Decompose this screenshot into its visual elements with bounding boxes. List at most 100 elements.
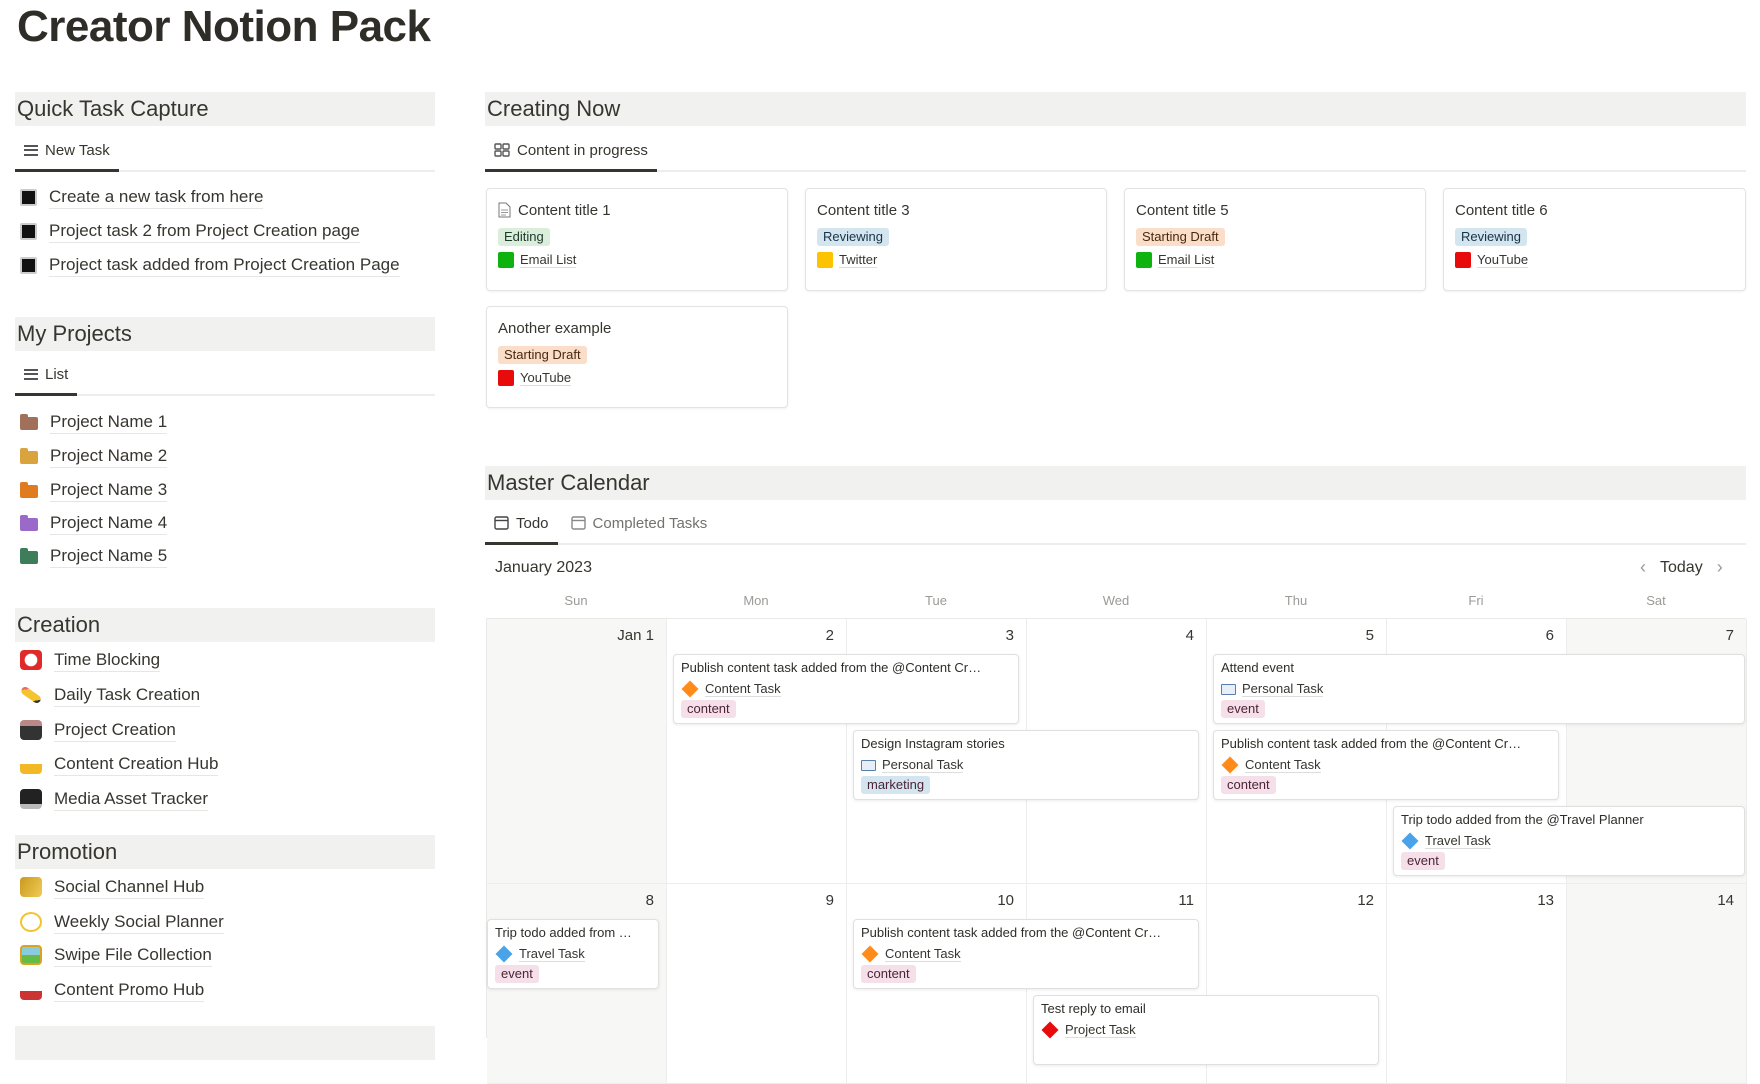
chevron-left-icon[interactable]: ‹: [1640, 557, 1646, 577]
creation-link[interactable]: Content Creation Hub: [20, 749, 219, 779]
project-item[interactable]: Project Name 2: [20, 441, 168, 471]
creation-link[interactable]: Media Asset Tracker: [20, 784, 209, 814]
promotion-header: Promotion: [15, 835, 435, 869]
content-card[interactable]: Content title 5 Starting Draft Email Lis…: [1124, 188, 1426, 291]
list-icon: [24, 144, 38, 156]
file-cabinet-icon: [20, 720, 42, 740]
task-label: Project task 2 from Project Creation pag…: [49, 220, 360, 243]
event-type-link[interactable]: Travel Task: [1425, 833, 1491, 849]
creation-header: Creation: [15, 608, 435, 642]
blue-diamond-icon: [1401, 832, 1419, 850]
promotion-link[interactable]: Swipe File Collection: [20, 940, 212, 970]
checkbox-icon[interactable]: [20, 256, 37, 274]
my-projects-header: My Projects: [15, 317, 435, 351]
calendar-event[interactable]: Trip todo added from … Travel Task event: [487, 919, 659, 989]
event-title: Publish content task added from the @Con…: [681, 660, 982, 675]
book-icon: [861, 759, 876, 771]
weekday-label: Mon: [743, 593, 769, 608]
content-card[interactable]: Content title 6 Reviewing YouTube: [1443, 188, 1746, 291]
status-tag: Starting Draft: [498, 346, 587, 364]
orange-diamond-icon: [1221, 756, 1239, 774]
calendar-event[interactable]: Design Instagram stories Personal Task mar…: [853, 730, 1199, 800]
pencil-icon: [19, 685, 43, 705]
event-tag: event: [1401, 852, 1445, 870]
link-label: Project Creation: [54, 719, 176, 742]
calendar-event[interactable]: Test reply to email Project Task: [1033, 995, 1379, 1065]
channel-link[interactable]: YouTube: [520, 370, 572, 386]
event-type-link[interactable]: Content Task: [885, 946, 961, 962]
calendar-event[interactable]: Trip todo added from the @Travel Planner…: [1393, 806, 1745, 876]
quick-task-tabs: New Task: [15, 130, 435, 172]
dizzy-icon: [20, 912, 42, 932]
day-cell[interactable]: 9: [667, 884, 847, 1084]
task-item[interactable]: Project task added from Project Creation…: [20, 250, 400, 280]
page-title: Creator Notion Pack: [17, 2, 431, 51]
day-number: 5: [1365, 627, 1374, 644]
event-type-link[interactable]: Content Task: [705, 681, 781, 697]
tab-completed-tasks[interactable]: Completed Tasks: [562, 503, 717, 543]
chevron-right-icon[interactable]: ›: [1716, 557, 1723, 577]
calendar-event[interactable]: Attend event Personal Task event: [1213, 654, 1745, 724]
checkbox-icon[interactable]: [20, 222, 37, 240]
channel-link[interactable]: Email List: [520, 252, 577, 268]
project-item[interactable]: Project Name 5: [20, 541, 168, 571]
day-number: 3: [1005, 627, 1014, 644]
task-item[interactable]: Create a new task from here: [20, 182, 264, 212]
today-button[interactable]: Today: [1660, 558, 1703, 576]
event-type-link[interactable]: Content Task: [1245, 757, 1321, 773]
day-cell[interactable]: 14: [1567, 884, 1747, 1084]
checkbox-icon[interactable]: [20, 188, 37, 206]
task-item[interactable]: Project task 2 from Project Creation pag…: [20, 216, 360, 246]
day-cell[interactable]: 4: [1027, 619, 1207, 884]
day-cell[interactable]: 13: [1387, 884, 1567, 1084]
event-tag: content: [861, 965, 916, 983]
link-label: Content Creation Hub: [54, 753, 219, 776]
event-type-link[interactable]: Travel Task: [519, 946, 585, 962]
project-item[interactable]: Project Name 1: [20, 407, 168, 437]
day-cell[interactable]: Jan 1: [487, 619, 667, 884]
day-cell[interactable]: 6: [1387, 619, 1567, 884]
creation-link[interactable]: Daily Task Creation: [19, 680, 201, 710]
day-cell[interactable]: 2: [667, 619, 847, 884]
quick-task-header: Quick Task Capture: [15, 92, 435, 126]
weekday-label: Thu: [1284, 593, 1308, 608]
content-card[interactable]: Content title 1 Editing Email List: [486, 188, 788, 291]
calendar-event[interactable]: Publish content task added from the @Con…: [853, 919, 1199, 989]
channel-link[interactable]: Twitter: [839, 252, 878, 268]
promotion-link[interactable]: Content Promo Hub: [20, 975, 205, 1005]
task-label: Project task added from Project Creation…: [49, 254, 400, 277]
tab-new-task[interactable]: New Task: [15, 130, 119, 172]
project-item[interactable]: Project Name 4: [20, 508, 168, 538]
day-number: Jan 1: [617, 627, 654, 644]
event-title: Publish content task added from the @Con…: [861, 925, 1162, 940]
tab-label: New Task: [45, 141, 110, 159]
day-number: 12: [1357, 892, 1374, 909]
promotion-link[interactable]: Weekly Social Planner: [20, 907, 224, 937]
tab-content-in-progress[interactable]: Content in progress: [485, 130, 657, 172]
tab-todo[interactable]: Todo: [485, 503, 558, 545]
status-tag: Starting Draft: [1136, 228, 1225, 246]
event-type-link[interactable]: Personal Task: [882, 757, 964, 773]
green-square-icon: [498, 252, 514, 268]
calendar-event[interactable]: Publish content task added from the @Con…: [673, 654, 1019, 724]
red-square-icon: [1455, 252, 1471, 268]
day-number: 13: [1537, 892, 1554, 909]
calendar-icon: [494, 516, 509, 530]
channel-link[interactable]: YouTube: [1477, 252, 1529, 268]
project-item[interactable]: Project Name 3: [20, 475, 168, 505]
event-type-link[interactable]: Personal Task: [1242, 681, 1324, 697]
creation-link[interactable]: Project Creation: [20, 715, 176, 745]
calendar-event[interactable]: Publish content task added from the @Con…: [1213, 730, 1559, 800]
day-number: 10: [997, 892, 1014, 909]
link-label: Social Channel Hub: [54, 876, 205, 899]
content-card[interactable]: Another example Starting Draft YouTube: [486, 306, 788, 408]
content-card[interactable]: Content title 3 Reviewing Twitter: [805, 188, 1107, 291]
red-diamond-icon: [1041, 1021, 1059, 1039]
channel-link[interactable]: Email List: [1158, 252, 1215, 268]
tab-label: Completed Tasks: [592, 514, 708, 532]
tab-list[interactable]: List: [15, 354, 78, 396]
creation-link[interactable]: Time Blocking: [20, 645, 161, 675]
event-type-link[interactable]: Project Task: [1065, 1022, 1136, 1038]
event-tag: event: [495, 965, 539, 983]
promotion-link[interactable]: Social Channel Hub: [20, 872, 205, 902]
